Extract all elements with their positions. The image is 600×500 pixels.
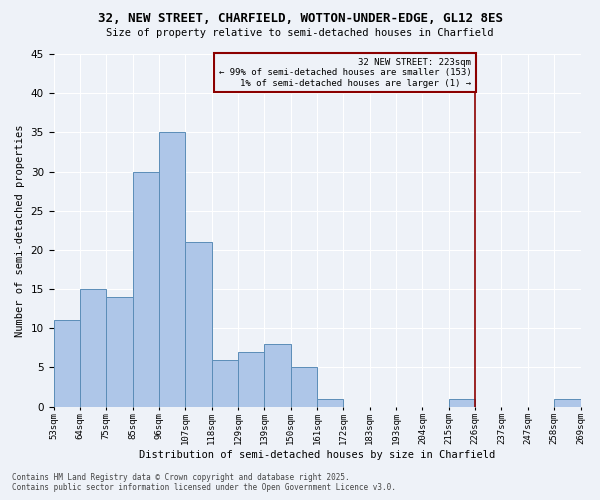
Bar	[449, 399, 475, 406]
Bar	[106, 297, 133, 406]
Bar	[290, 368, 317, 406]
Text: 32, NEW STREET, CHARFIELD, WOTTON-UNDER-EDGE, GL12 8ES: 32, NEW STREET, CHARFIELD, WOTTON-UNDER-…	[97, 12, 503, 26]
X-axis label: Distribution of semi-detached houses by size in Charfield: Distribution of semi-detached houses by …	[139, 450, 495, 460]
Bar	[185, 242, 212, 406]
Bar	[317, 399, 343, 406]
Text: 32 NEW STREET: 223sqm
← 99% of semi-detached houses are smaller (153)
1% of semi: 32 NEW STREET: 223sqm ← 99% of semi-deta…	[218, 58, 471, 88]
Text: Size of property relative to semi-detached houses in Charfield: Size of property relative to semi-detach…	[106, 28, 494, 38]
Bar	[53, 320, 80, 406]
Bar	[554, 399, 581, 406]
Y-axis label: Number of semi-detached properties: Number of semi-detached properties	[15, 124, 25, 336]
Bar	[159, 132, 185, 406]
Bar	[265, 344, 290, 406]
Text: Contains HM Land Registry data © Crown copyright and database right 2025.
Contai: Contains HM Land Registry data © Crown c…	[12, 473, 396, 492]
Bar	[212, 360, 238, 406]
Bar	[80, 289, 106, 406]
Bar	[133, 172, 159, 406]
Bar	[238, 352, 265, 406]
